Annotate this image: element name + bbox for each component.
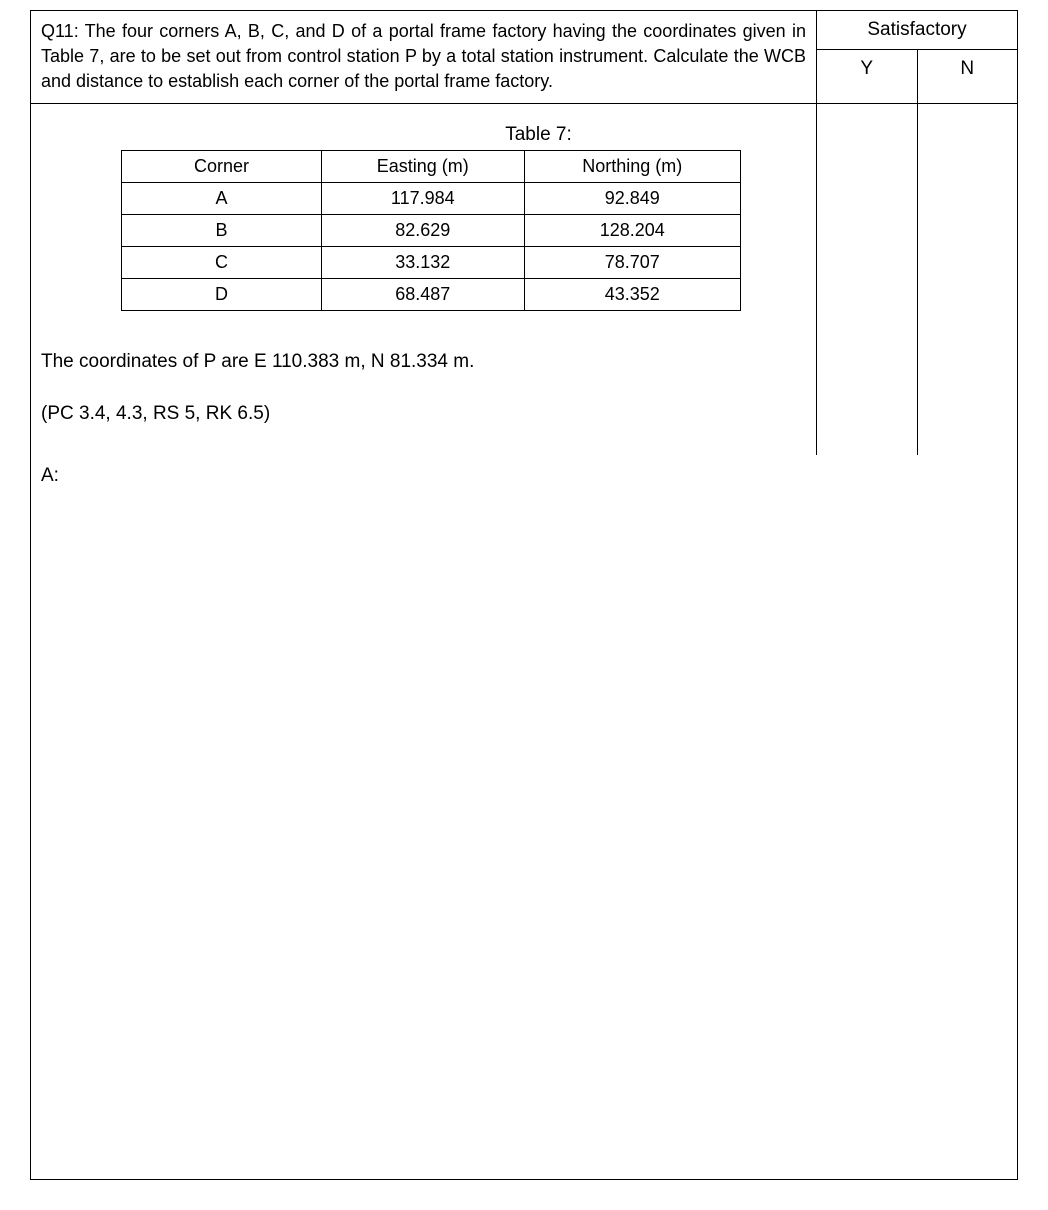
question-content-area: Table 7: Corner Easting (m) Northing (m)… [31,104,817,455]
document-container: Q11: The four corners A, B, C, and D of … [30,10,1018,1180]
cell-northing: 128.204 [524,214,740,246]
table-title: Table 7: [271,124,806,146]
yes-checkbox-cell[interactable] [817,104,918,455]
no-header: N [918,50,1018,103]
yn-header-row: Y N [817,50,1017,103]
no-checkbox-cell[interactable] [918,104,1018,455]
data-table: Corner Easting (m) Northing (m) A 117.98… [121,150,741,311]
table-row: A 117.984 92.849 [122,182,741,214]
cell-corner: C [122,246,322,278]
cell-corner: D [122,278,322,310]
table-row: B 82.629 128.204 [122,214,741,246]
col-header-northing: Northing (m) [524,150,740,182]
answer-section: A: [31,455,1017,497]
col-header-corner: Corner [122,150,322,182]
col-header-easting: Easting (m) [322,150,525,182]
content-wrapper: Table 7: Corner Easting (m) Northing (m)… [31,104,1017,497]
satisfactory-header: Satisfactory [817,11,1017,50]
table-row: D 68.487 43.352 [122,278,741,310]
question-body: The four corners A, B, C, and D of a por… [41,21,806,91]
satisfactory-section: Satisfactory Y N [817,11,1017,103]
cell-easting: 117.984 [322,182,525,214]
cell-corner: B [122,214,322,246]
pc-reference: (PC 3.4, 4.3, RS 5, RK 6.5) [41,403,806,425]
cell-northing: 92.849 [524,182,740,214]
question-label: Q11 [41,21,74,41]
cell-northing: 78.707 [524,246,740,278]
question-text: Q11: The four corners A, B, C, and D of … [41,19,806,95]
yn-checkbox-area [817,104,1017,455]
cell-easting: 68.487 [322,278,525,310]
cell-easting: 33.132 [322,246,525,278]
table-header-row: Corner Easting (m) Northing (m) [122,150,741,182]
middle-section: Table 7: Corner Easting (m) Northing (m)… [31,104,1017,455]
cell-corner: A [122,182,322,214]
question-cell: Q11: The four corners A, B, C, and D of … [31,11,817,103]
table-row: C 33.132 78.707 [122,246,741,278]
question-header-row: Q11: The four corners A, B, C, and D of … [31,11,1017,104]
yes-header: Y [817,50,918,103]
coord-statement: The coordinates of P are E 110.383 m, N … [41,351,806,373]
cell-northing: 43.352 [524,278,740,310]
cell-easting: 82.629 [322,214,525,246]
answer-label: A: [41,465,59,486]
